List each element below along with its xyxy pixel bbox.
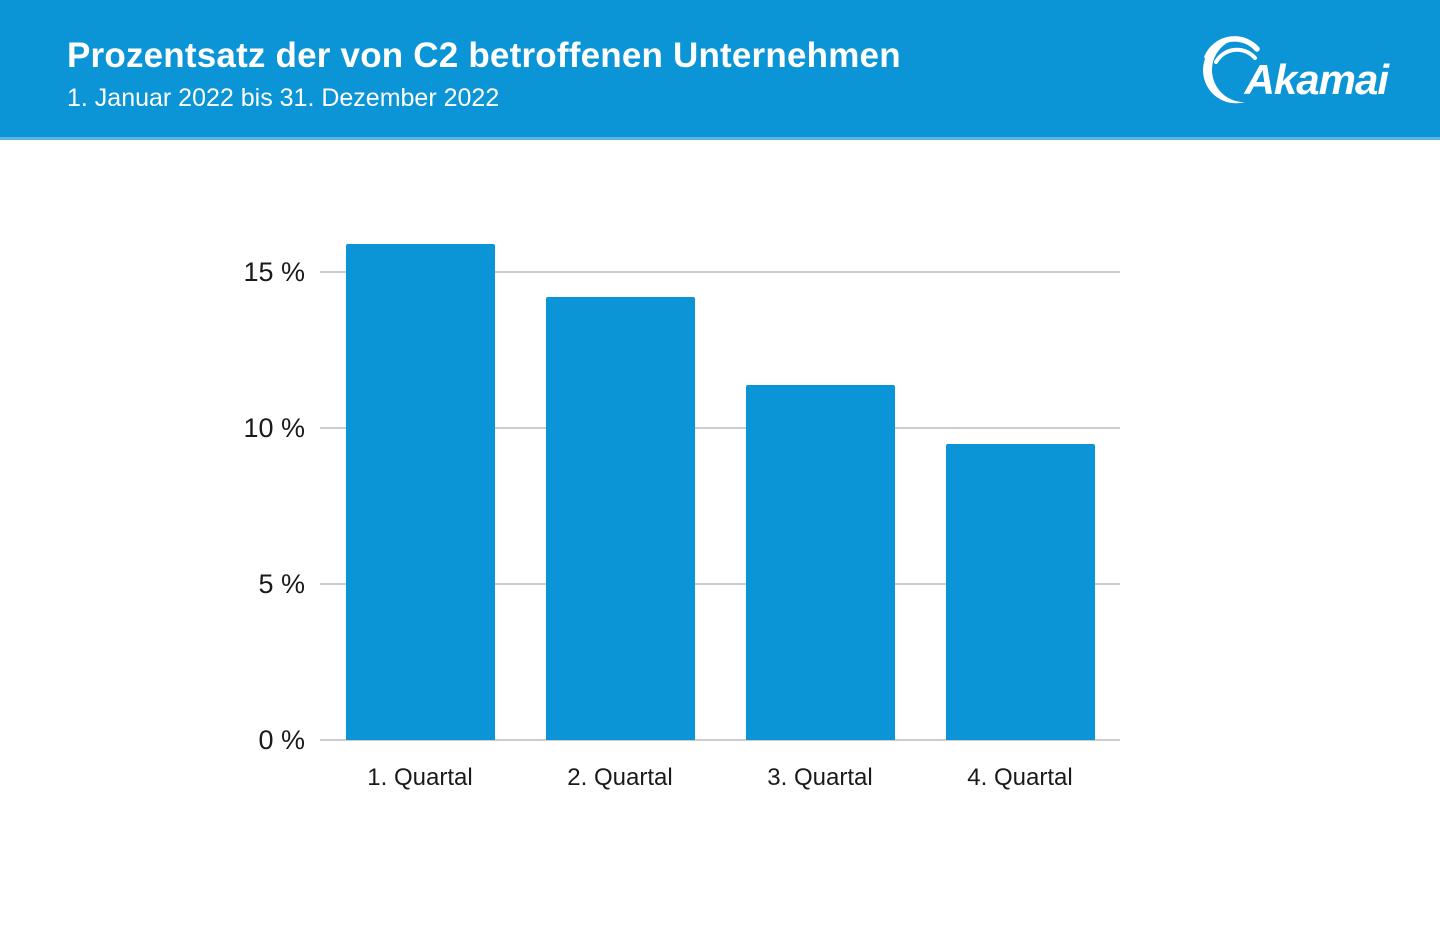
plot-area	[320, 210, 1120, 741]
x-tick-label-3: 3. Quartal	[767, 764, 873, 791]
header-banner: Prozentsatz der von C2 betroffenen Unter…	[0, 0, 1440, 140]
akamai-logo-text: Akamai	[1244, 56, 1389, 103]
akamai-swoosh-icon	[1179, 32, 1271, 110]
bar-quartal-2	[545, 297, 695, 740]
gridline-0-percent	[320, 739, 1120, 741]
bar-slot-1	[320, 210, 520, 740]
bar-quartal-4	[945, 443, 1095, 740]
x-tick-label-2: 2. Quartal	[567, 764, 673, 791]
y-tick-label-15: 15 %	[243, 257, 305, 288]
gridline-10-percent	[320, 427, 1120, 430]
page-title: Prozentsatz der von C2 betroffenen Unter…	[67, 36, 901, 75]
bar-quartal-3	[745, 384, 895, 740]
gridline-15-percent	[320, 271, 1120, 274]
page-subtitle: 1. Januar 2022 bis 31. Dezember 2022	[67, 84, 500, 112]
gridline-5-percent	[320, 583, 1120, 586]
x-tick-label-4: 4. Quartal	[967, 764, 1073, 791]
akamai-logo: Akamai	[1179, 32, 1389, 110]
bars-container	[320, 210, 1120, 740]
bar-slot-3	[720, 210, 920, 740]
bar-slot-2	[520, 210, 720, 740]
x-axis-labels: 1. Quartal 2. Quartal 3. Quartal 4. Quartal	[320, 764, 1120, 792]
bar-slot-4	[920, 210, 1120, 740]
y-tick-label-0: 0 %	[258, 725, 305, 755]
y-axis-labels: 0 % 5 % 10 % 15 %	[225, 210, 305, 755]
y-tick-label-5: 5 %	[258, 569, 305, 600]
x-tick-label-1: 1. Quartal	[367, 764, 473, 791]
bar-quartal-1	[345, 244, 495, 740]
y-tick-label-10: 10 %	[243, 413, 305, 444]
